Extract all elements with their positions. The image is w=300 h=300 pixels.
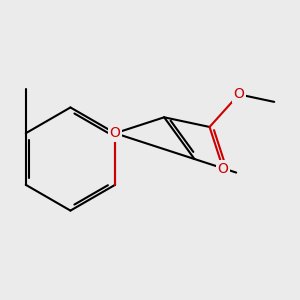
Text: O: O bbox=[218, 162, 229, 176]
Text: O: O bbox=[110, 126, 121, 140]
Text: O: O bbox=[233, 87, 244, 101]
